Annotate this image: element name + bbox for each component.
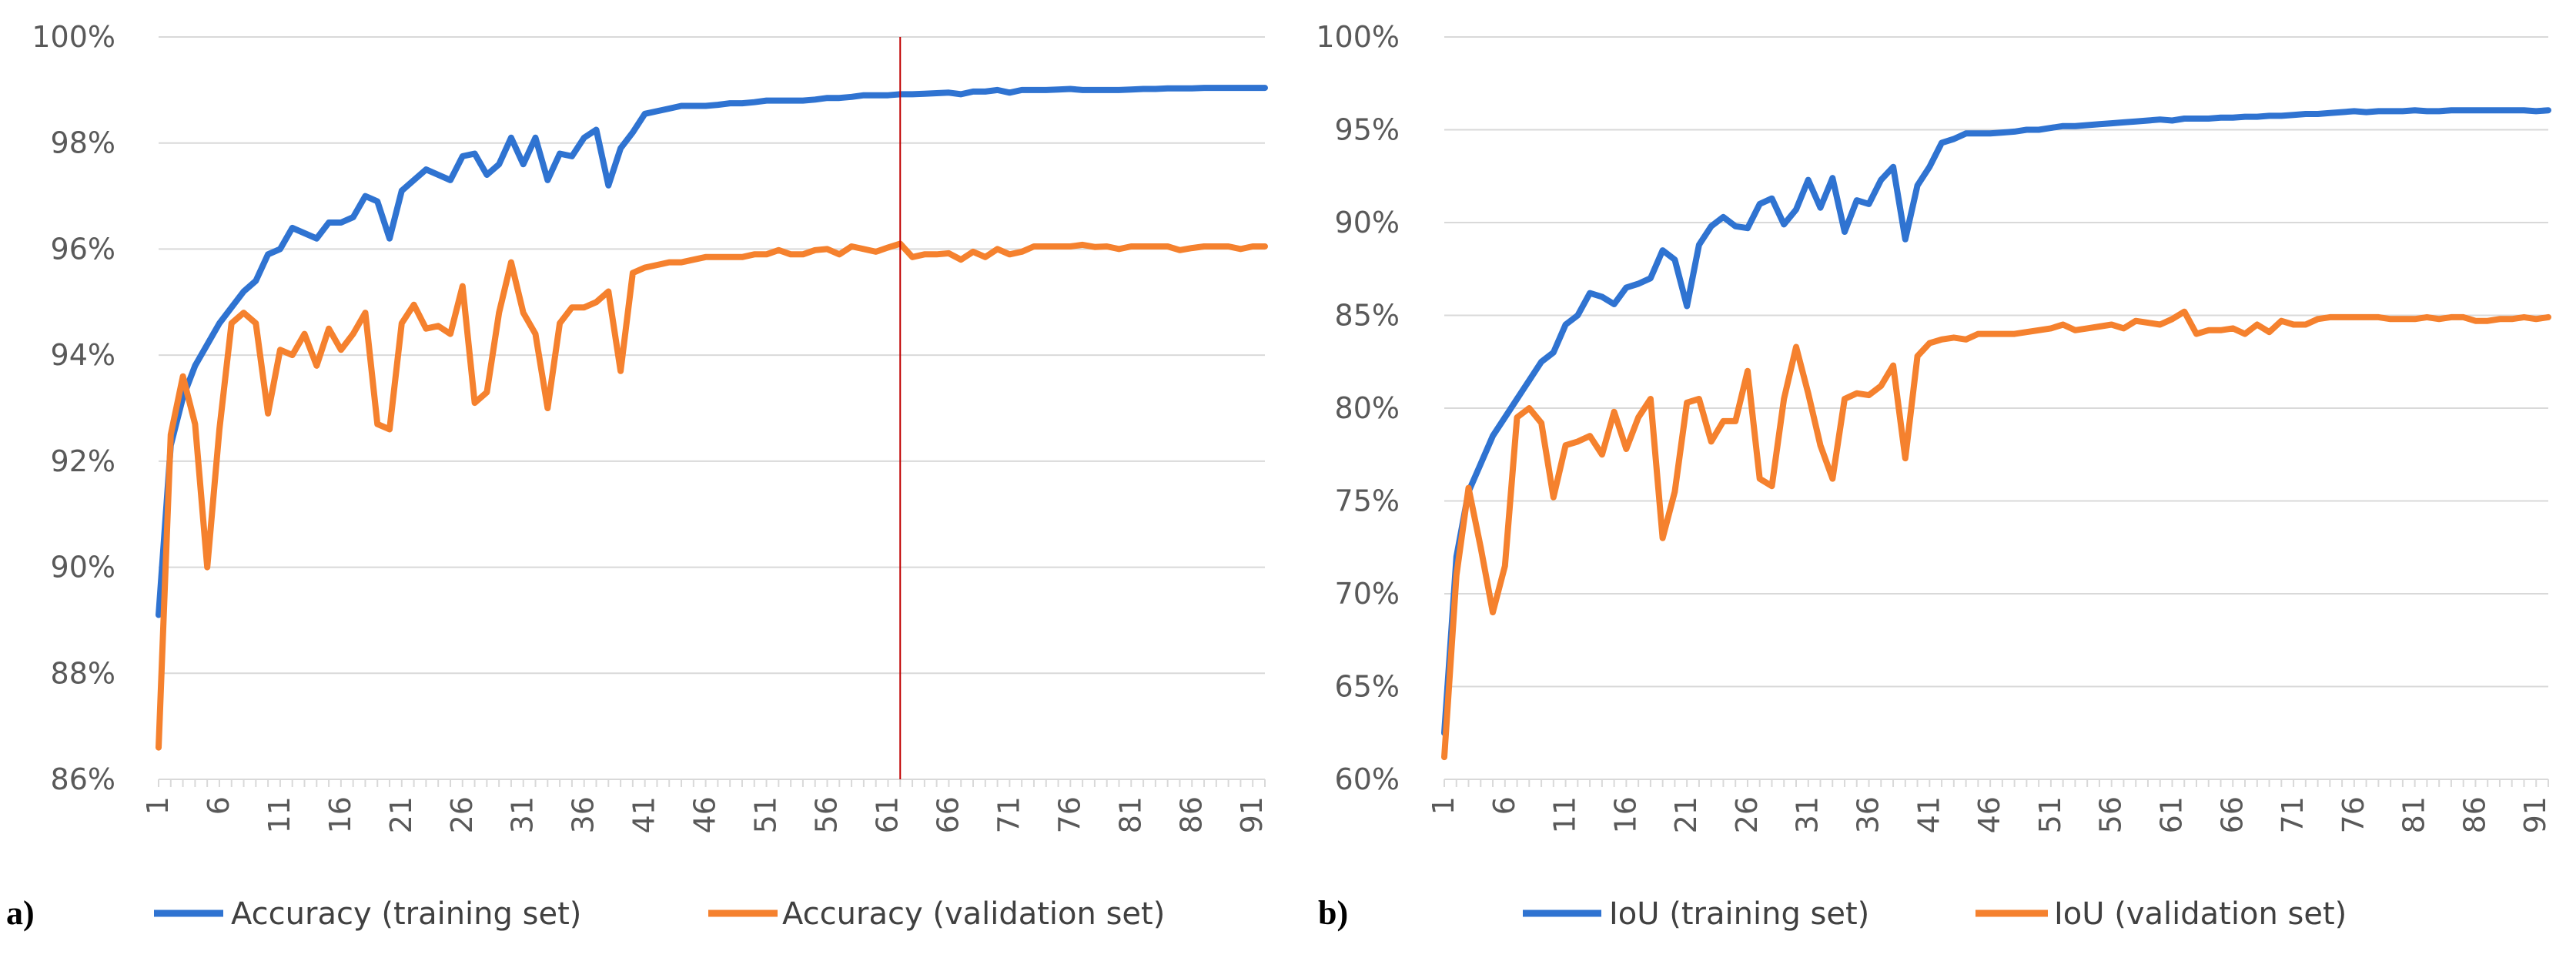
y-tick-label: 88%: [51, 656, 115, 690]
y-tick-label: 95%: [1335, 113, 1400, 147]
x-tick-labels: 1 6 11 16 21 26 31 36 41 46 51 56 61 66 71 76 81 86 91: [141, 796, 1269, 833]
x-tick-label: 51: [2033, 796, 2067, 833]
legend-label-accuracy-training: Accuracy (training set): [231, 896, 581, 932]
x-tick-label: 81: [2397, 796, 2431, 833]
y-tick-label: 75%: [1335, 484, 1400, 518]
y-tick-label: 60%: [1335, 762, 1400, 796]
x-tick-label: 31: [506, 796, 540, 833]
x-tick-label: 66: [931, 796, 965, 833]
x-tick-label: 1: [1427, 796, 1460, 815]
x-tick-label: 16: [1608, 796, 1642, 833]
legend-label-accuracy-validation: Accuracy (validation set): [782, 896, 1165, 932]
x-tick-label: 6: [202, 796, 236, 815]
x-tick-label: 16: [323, 796, 357, 833]
legend-a: a) Accuracy (training set) Accuracy (val…: [6, 894, 1165, 932]
x-tick-label: 91: [2518, 796, 2552, 833]
legend-label-iou-training: IoU (training set): [1609, 896, 1869, 932]
series-lines: [156, 85, 1268, 751]
y-tick-label: 80%: [1335, 391, 1400, 425]
x-tick-labels: 1 6 11 16 21 26 31 36 41 46 51 56 61 66 71 76 81 86 91: [1427, 796, 2552, 833]
x-tick-label: 41: [1912, 796, 1945, 833]
x-tick-label: 66: [2215, 796, 2249, 833]
y-tick-label: 94%: [51, 338, 115, 372]
y-tick-labels: 60% 65% 70% 75% 80% 85% 90% 95% 100%: [1316, 20, 1400, 796]
x-tick-label: 91: [1235, 796, 1269, 833]
panel-label-a: a): [6, 894, 35, 932]
y-tick-label: 96%: [51, 232, 115, 266]
x-tick-label: 51: [749, 796, 783, 833]
x-tick-label: 26: [1730, 796, 1764, 833]
x-tick-label: 11: [263, 796, 296, 833]
x-axis: [158, 779, 1266, 787]
x-tick-label: 6: [1487, 796, 1521, 815]
y-tick-label: 70%: [1335, 577, 1400, 611]
x-tick-label: 36: [1852, 796, 1885, 833]
x-tick-label: 41: [627, 796, 661, 833]
y-tick-label: 85%: [1335, 299, 1400, 333]
legend-label-iou-validation: IoU (validation set): [2054, 896, 2347, 932]
series-lines: [1441, 107, 2551, 761]
x-tick-label: 86: [2457, 796, 2491, 833]
y-tick-label: 100%: [1316, 20, 1400, 54]
x-tick-label: 1: [141, 796, 175, 815]
x-tick-label: 86: [1174, 796, 1208, 833]
y-tick-label: 100%: [32, 20, 115, 54]
x-tick-label: 61: [2154, 796, 2188, 833]
x-tick-label: 76: [2337, 796, 2370, 833]
x-tick-label: 21: [1669, 796, 1703, 833]
series-line-training: [1441, 107, 2551, 736]
series-line-training: [156, 85, 1268, 618]
y-tick-labels: 86% 88% 90% 92% 94% 96% 98% 100%: [32, 20, 115, 796]
y-tick-label: 65%: [1335, 670, 1400, 704]
legend-b: b) IoU (training set) IoU (validation se…: [1318, 894, 2347, 932]
x-tick-label: 46: [1972, 796, 2006, 833]
x-tick-label: 31: [1791, 796, 1825, 833]
x-tick-label: 71: [992, 796, 1025, 833]
x-tick-label: 46: [688, 796, 722, 833]
y-tick-label: 86%: [51, 762, 115, 796]
x-tick-label: 26: [445, 796, 479, 833]
chart-accuracy: 86%88%90%92%94%96%98%100% 1 6 11 16 21 26 31 36…: [32, 20, 1269, 833]
x-axis: [1444, 779, 2549, 787]
chart-iou: 60%65%70%75%80%85%90%95%100% 1 6 11 16 21 26 3…: [1316, 20, 2552, 833]
x-tick-label: 11: [1548, 796, 1582, 833]
y-tick-label: 90%: [1335, 206, 1400, 240]
x-tick-label: 56: [2094, 796, 2128, 833]
grid-lines: [159, 36, 1265, 675]
x-tick-label: 56: [810, 796, 844, 833]
y-tick-label: 92%: [51, 444, 115, 478]
x-tick-label: 36: [567, 796, 601, 833]
x-tick-label: 71: [2276, 796, 2310, 833]
y-tick-label: 98%: [51, 126, 115, 160]
series-line-validation: [1441, 308, 2551, 761]
series-line-validation: [156, 240, 1268, 751]
panel-label-b: b): [1318, 894, 1348, 932]
x-tick-label: 81: [1113, 796, 1147, 833]
x-tick-label: 21: [384, 796, 418, 833]
y-tick-label: 90%: [51, 551, 115, 585]
x-tick-label: 61: [870, 796, 904, 833]
x-tick-label: 76: [1052, 796, 1086, 833]
